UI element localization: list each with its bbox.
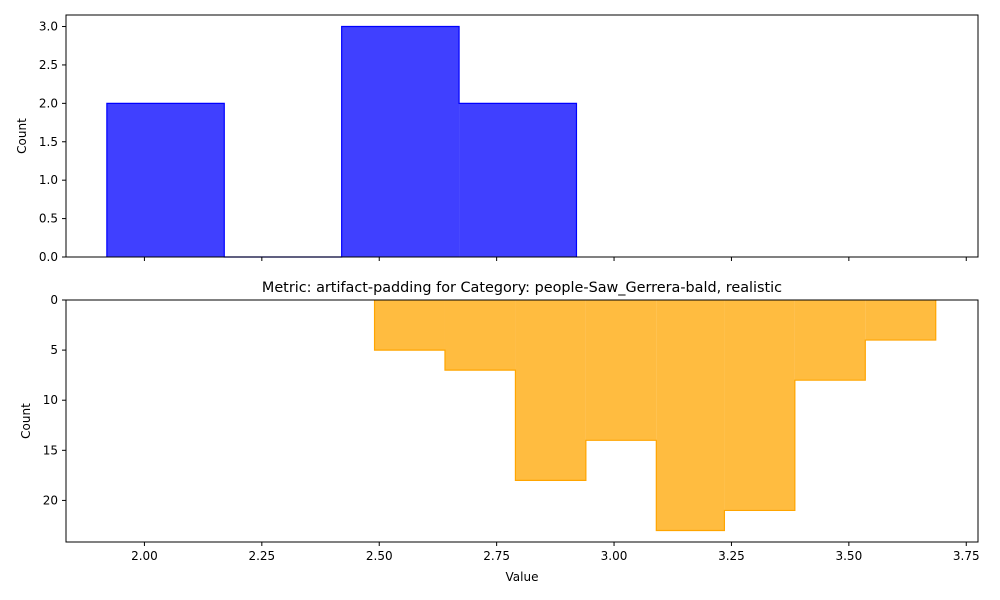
bottom-x-axis-ticks: 2.00 2.25 2.50 2.75 3.00 3.25 3.50 3.75 <box>131 542 980 563</box>
y-tick-label: 15 <box>43 443 58 457</box>
y-tick-label: 20 <box>43 493 58 507</box>
histogram-bar <box>865 300 936 341</box>
histogram-outline <box>106 25 578 258</box>
histogram-bar <box>794 300 866 381</box>
bottom-y-axis-ticks: 0 5 10 15 20 <box>43 293 66 507</box>
histogram-bar <box>459 103 577 257</box>
histogram-bar <box>374 300 445 351</box>
histogram-outline <box>373 300 937 532</box>
x-tick-label: 2.25 <box>248 549 275 563</box>
x-tick-label: 3.75 <box>953 549 980 563</box>
bottom-histogram-bars <box>373 300 937 532</box>
top-axes-frame <box>65 14 979 258</box>
histogram-bar <box>585 300 657 441</box>
bottom-chart-title: Metric: artifact-padding for Category: p… <box>262 280 782 296</box>
y-tick-label: 2.5 <box>39 58 58 72</box>
histogram-bar <box>106 103 225 257</box>
histogram-bar <box>444 300 516 371</box>
bottom-histogram-panel: Metric: artifact-padding for Category: p… <box>19 280 980 584</box>
y-tick-label: 5 <box>50 343 58 357</box>
y-tick-label: 0.5 <box>39 212 58 226</box>
top-histogram-panel: 0.0 0.5 1.0 1.5 2.0 2.5 3.0 Count <box>15 14 979 264</box>
x-tick-label: 3.00 <box>601 549 628 563</box>
x-tick-label: 3.25 <box>718 549 745 563</box>
histogram-bar <box>515 300 586 481</box>
x-tick-label: 2.00 <box>131 549 158 563</box>
y-tick-label: 1.5 <box>39 135 58 149</box>
histogram-bar <box>341 26 460 258</box>
bottom-y-axis-label: Count <box>19 403 33 439</box>
y-tick-label: 2.0 <box>39 96 58 110</box>
top-y-axis-ticks: 0.0 0.5 1.0 1.5 2.0 2.5 3.0 <box>39 20 66 264</box>
top-y-axis-label: Count <box>15 118 29 154</box>
top-x-axis-ticks <box>143 257 967 261</box>
y-tick-label: 3.0 <box>39 20 58 34</box>
y-tick-label: 0 <box>50 293 58 307</box>
x-tick-label: 3.50 <box>835 549 862 563</box>
y-tick-label: 0.0 <box>39 250 58 264</box>
bottom-axes-frame <box>65 299 979 543</box>
top-histogram-bars <box>106 25 578 258</box>
bottom-x-axis-label: Value <box>506 570 539 584</box>
y-tick-label: 1.0 <box>39 173 58 187</box>
histogram-bar <box>724 300 795 511</box>
x-tick-label: 2.75 <box>483 549 510 563</box>
y-tick-label: 10 <box>43 393 58 407</box>
x-tick-label: 2.50 <box>366 549 393 563</box>
histogram-bar <box>656 300 725 531</box>
